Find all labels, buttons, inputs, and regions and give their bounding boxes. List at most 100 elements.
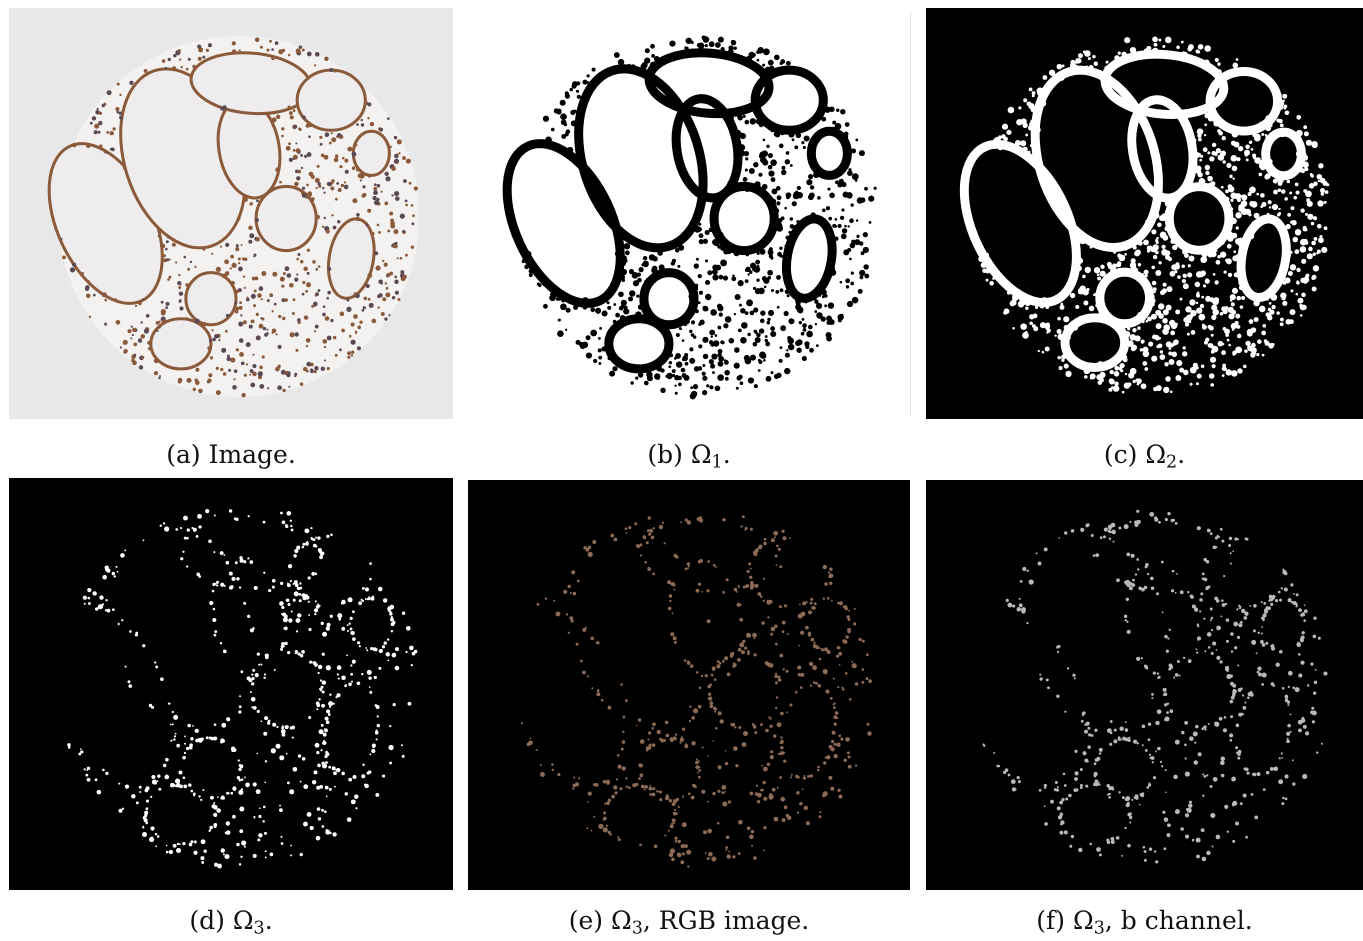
mask-blob	[1046, 328, 1051, 333]
rim-blob	[817, 765, 820, 769]
mask-blob	[738, 144, 746, 151]
nucleus	[404, 199, 408, 203]
stain-blob	[647, 738, 650, 741]
nucleus	[166, 236, 169, 239]
mask-blob	[850, 148, 857, 154]
nucleus	[160, 300, 164, 304]
mask-blob	[1198, 313, 1206, 321]
rim-blob	[155, 665, 159, 669]
gland-rim	[502, 139, 625, 308]
mask-blob	[1200, 154, 1204, 158]
stain-blob	[279, 804, 281, 807]
mask-blob	[1183, 369, 1189, 376]
mask-blob	[1254, 129, 1259, 134]
mask-blob	[1244, 208, 1252, 215]
caption-text: , RGB image.	[642, 906, 810, 935]
rim-blob	[328, 714, 331, 717]
stain-blob	[628, 526, 632, 530]
mask-blob	[824, 106, 831, 113]
rim-blob	[195, 738, 199, 743]
rim-blob	[805, 601, 808, 604]
mask-blob	[722, 275, 729, 281]
mask-blob	[844, 122, 850, 127]
mask-blob	[1256, 352, 1260, 357]
mask-blob	[1204, 164, 1211, 171]
mask-blob	[662, 56, 667, 61]
stain-blob	[325, 665, 331, 671]
mask-blob	[717, 244, 722, 249]
mask-blob	[628, 268, 635, 275]
mask-blob	[1306, 253, 1313, 260]
stain-blob	[865, 677, 869, 681]
rim-blob	[186, 565, 189, 568]
mask-blob	[756, 332, 761, 338]
mask-blob	[1183, 115, 1189, 121]
rim-blob	[739, 617, 744, 622]
rim-blob	[740, 525, 743, 528]
nucleus	[134, 304, 138, 308]
mask-blob	[767, 164, 773, 170]
rim-blob	[358, 645, 361, 648]
mask-blob	[612, 285, 617, 290]
rim-blob	[831, 599, 833, 602]
mask-blob	[1221, 342, 1225, 346]
mask-blob	[1150, 286, 1153, 289]
rim-blob	[1141, 724, 1146, 729]
rim-blob	[299, 582, 302, 585]
mask-blob	[545, 136, 552, 144]
mask-blob	[1191, 166, 1196, 170]
stain-blob	[578, 777, 581, 780]
rim-blob	[184, 735, 186, 738]
mask-blob	[1210, 251, 1217, 258]
rim-blob	[150, 795, 153, 798]
nucleus	[106, 151, 109, 154]
stain-blob	[1155, 860, 1159, 864]
rim-blob	[1056, 694, 1060, 698]
nucleus	[350, 350, 355, 354]
stain-blob	[837, 686, 840, 689]
mask-blob	[713, 240, 720, 247]
rim-blob	[625, 785, 628, 789]
mask-blob	[1091, 68, 1096, 73]
rim-blob	[332, 702, 335, 705]
stain-blob	[1245, 835, 1248, 839]
stain-blob	[819, 811, 822, 814]
nucleus	[399, 256, 403, 260]
mask-blob	[1235, 254, 1240, 259]
mask-blob	[745, 56, 753, 63]
mask-blob	[1174, 322, 1178, 326]
rim-blob	[1157, 675, 1161, 679]
stain-blob	[769, 724, 773, 728]
mask-blob	[1029, 314, 1035, 320]
mask-blob	[1239, 269, 1243, 273]
stain-blob	[85, 773, 89, 777]
stain-blob	[766, 762, 771, 766]
rim-blob	[1035, 552, 1038, 555]
stain-blob	[1302, 724, 1307, 729]
caption-text: Image.	[208, 440, 296, 469]
stain-blob	[299, 586, 303, 590]
nucleus	[296, 273, 299, 276]
mask-blob	[864, 186, 868, 191]
rim-blob	[214, 582, 217, 585]
rim-blob	[760, 723, 763, 727]
rim-blob	[1241, 712, 1244, 716]
rim-blob	[1290, 600, 1294, 604]
mask-blob	[718, 195, 725, 202]
rim-blob	[1074, 788, 1079, 792]
rim-blob	[319, 679, 323, 682]
nucleus	[314, 52, 320, 57]
mask-blob	[1016, 119, 1023, 126]
rim-blob	[1287, 723, 1291, 728]
mask-blob	[1209, 297, 1214, 303]
mask-blob	[579, 343, 586, 350]
mask-blob	[767, 152, 774, 159]
stain-blob	[701, 789, 706, 794]
rim-blob	[87, 596, 91, 600]
rim-blob	[1004, 768, 1009, 772]
mask-blob	[1231, 287, 1239, 294]
rim-blob	[1110, 836, 1115, 841]
rim-blob	[1016, 775, 1020, 780]
mask-blob	[694, 286, 699, 291]
nucleus	[308, 123, 313, 128]
